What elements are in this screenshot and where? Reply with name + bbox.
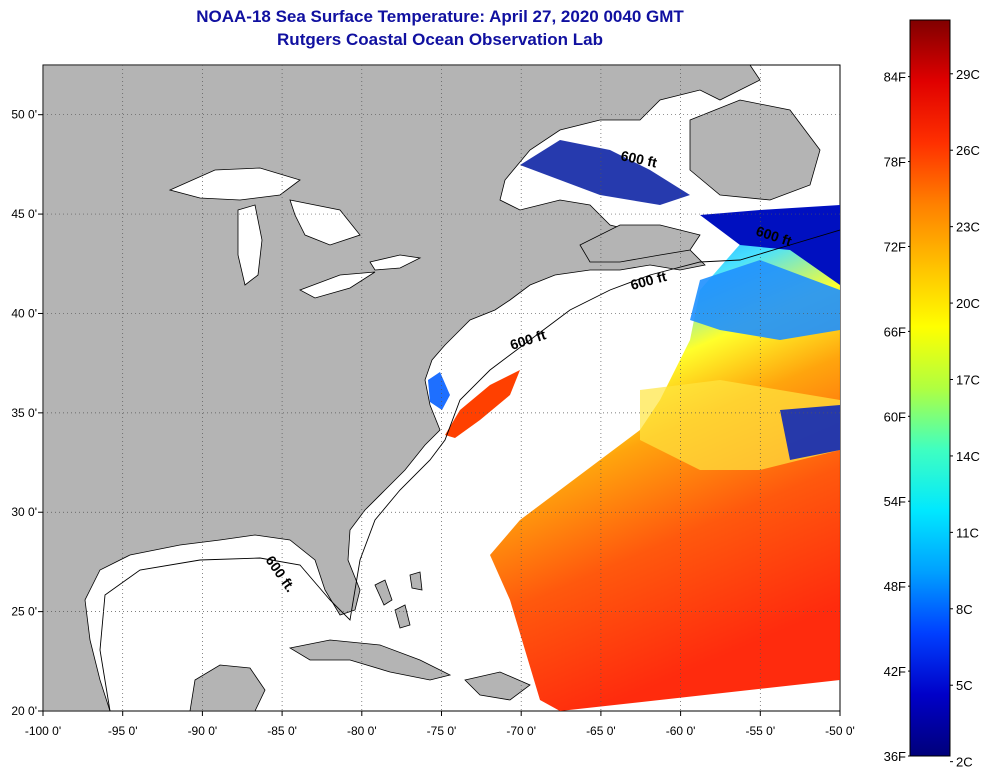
longitude-tick-label: -75 0'	[427, 724, 457, 738]
colorbar-fahrenheit-label: 42F	[884, 664, 906, 679]
longitude-tick-label: -55 0'	[745, 724, 775, 738]
colorbar-celsius-label: 2C	[956, 755, 973, 770]
great-lake-superior	[168, 167, 301, 201]
colorbar-fahrenheit-label: 48F	[884, 579, 906, 594]
colorbar-celsius-label: 11C	[956, 525, 979, 540]
land-cuba	[288, 639, 452, 681]
colorbar-celsius-label: 23C	[956, 220, 980, 235]
chart-title: NOAA-18 Sea Surface Temperature: April 2…	[196, 7, 684, 26]
longitude-labels: -100 0' -95 0' -90 0' -85 0' -80 0' -75 0' -70…	[25, 724, 855, 738]
colorbar-celsius-label: 5C	[956, 678, 973, 693]
sst-gulfstream-patch	[445, 370, 520, 438]
colorbar-fahrenheit-label: 84F	[884, 70, 906, 85]
colorbar-celsius-label: 14C	[956, 449, 980, 464]
latitude-tick-label: 40 0'	[11, 306, 37, 320]
great-lake-ontario	[369, 254, 422, 271]
longitude-tick-label: -85 0'	[267, 724, 297, 738]
latitude-tick-label: 45 0'	[11, 207, 37, 221]
great-lake-erie	[299, 271, 376, 299]
longitude-tick-label: -95 0'	[108, 724, 138, 738]
great-lake-michigan	[237, 204, 263, 286]
latitude-tick-label: 20 0'	[11, 704, 37, 718]
colorbar	[909, 19, 951, 757]
map-gridlines	[38, 65, 841, 716]
latitude-labels: 50 0' 45 0' 40 0' 35 0' 30 0' 25 0' 20 0'	[11, 108, 37, 718]
land-nova-scotia	[579, 224, 701, 263]
great-lake-huron	[289, 199, 361, 246]
colorbar-ticks: 84F 78F 72F 66F 60F 54F 48F 42F 36F 29C 26C 23C 20C 1…	[884, 67, 980, 770]
colorbar-celsius-label: 17C	[956, 373, 980, 388]
latitude-tick-label: 30 0'	[11, 505, 37, 519]
contour-label: 600 ft	[619, 147, 658, 170]
latitude-tick-label: 50 0'	[11, 108, 37, 122]
sst-blue-band	[780, 405, 840, 460]
longitude-tick-label: -100 0'	[25, 724, 61, 738]
colorbar-fahrenheit-label: 66F	[884, 324, 906, 339]
colorbar-fahrenheit-label: 78F	[884, 155, 906, 170]
colorbar-celsius-label: 8C	[956, 602, 973, 617]
colorbar-fahrenheit-label: 72F	[884, 239, 906, 254]
sst-cool-region	[690, 260, 840, 340]
land-hispaniola	[464, 671, 531, 701]
longitude-tick-label: -50 0'	[825, 724, 855, 738]
depth-contour-600ft	[99, 229, 840, 711]
longitude-tick-label: -70 0'	[506, 724, 536, 738]
latitude-tick-label: 25 0'	[11, 605, 37, 619]
land-newfoundland	[689, 99, 821, 201]
chart-subtitle: Rutgers Coastal Ocean Observation Lab	[277, 30, 603, 49]
colorbar-fahrenheit-label: 36F	[884, 749, 906, 764]
colorbar-celsius-label: 29C	[956, 67, 980, 82]
sst-cold-region	[700, 205, 840, 285]
land-north-america	[43, 65, 761, 711]
colorbar-fahrenheit-label: 54F	[884, 494, 906, 509]
latitude-tick-label: 35 0'	[11, 406, 37, 420]
land-bahamas	[374, 571, 423, 629]
longitude-tick-label: -90 0'	[188, 724, 218, 738]
land-yucatan	[189, 664, 266, 711]
sst-st-lawrence-patch	[520, 140, 690, 205]
longitude-tick-label: -60 0'	[666, 724, 696, 738]
colorbar-fahrenheit-label: 60F	[884, 409, 906, 424]
sst-chesapeake-patch	[428, 372, 450, 410]
colorbar-celsius-label: 26C	[956, 143, 980, 158]
colorbar-celsius-label: 20C	[956, 296, 980, 311]
longitude-tick-label: -65 0'	[586, 724, 616, 738]
longitude-tick-label: -80 0'	[347, 724, 377, 738]
